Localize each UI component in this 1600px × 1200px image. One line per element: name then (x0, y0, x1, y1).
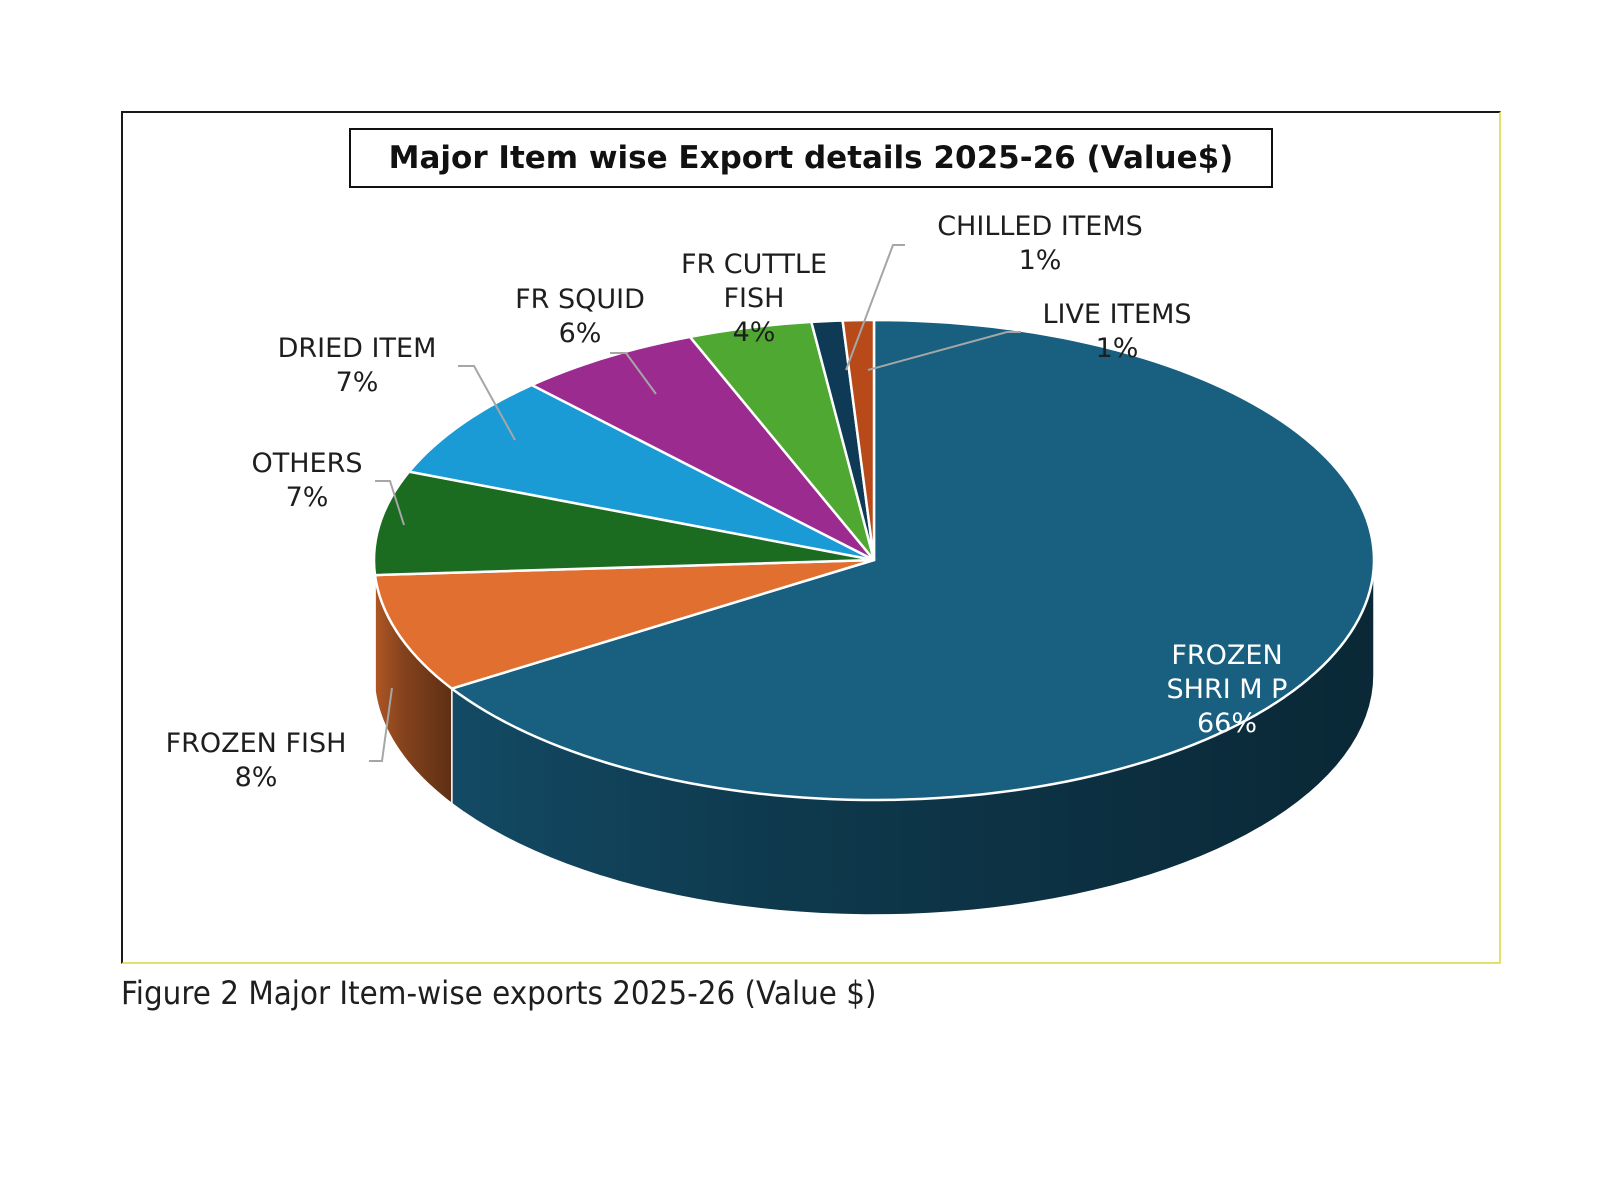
slice-frozen-fish (373, 558, 876, 690)
leader-line-others (375, 480, 405, 526)
slice-percent-label: 7% (286, 482, 329, 513)
slice-percent-label: 4% (733, 317, 776, 348)
leader-line-chilled-items (845, 244, 905, 371)
slice-name-label: FR SQUID (515, 284, 645, 315)
slice-live-items (841, 318, 876, 562)
slice-percent-label: 66% (1197, 708, 1257, 739)
slice-percent-label: 8% (235, 762, 278, 793)
slice-name-label: SHRI M P (1167, 674, 1288, 705)
slice-others (372, 470, 876, 577)
slice-fr-squid (530, 335, 876, 562)
slice-percent-label: 1% (1019, 245, 1062, 276)
slice-percent-label: 7% (336, 367, 379, 398)
slice-name-label: OTHERS (251, 448, 362, 479)
slice-frozen-shri-m-p (450, 318, 1376, 802)
chart-title: Major Item wise Export details 2025-26 (… (388, 140, 1234, 176)
slice-name-label: FR CUTTLE (681, 249, 827, 280)
pie-top-faces (372, 318, 1376, 802)
slice-percent-label: 6% (559, 318, 602, 349)
slice-name-label: FROZEN (1171, 640, 1282, 671)
leader-line-frozen-fish (369, 687, 393, 762)
slice-name-label: LIVE ITEMS (1042, 299, 1191, 330)
slice-name-label: FROZEN FISH (166, 728, 347, 759)
leader-line-fr-squid (610, 352, 657, 395)
slice-name-label: CHILLED ITEMS (937, 211, 1143, 242)
slice-name-label: FISH (724, 283, 785, 314)
slice-fr-cuttle-fish (688, 320, 876, 562)
leader-line-dried-item (458, 365, 516, 441)
figure-caption: Figure 2 Major Item-wise exports 2025-26… (121, 974, 877, 1012)
chart-title-box: Major Item wise Export details 2025-26 (… (349, 128, 1273, 188)
slice-dried-item (407, 383, 876, 562)
slice-name-label: DRIED ITEM (278, 333, 437, 364)
slice-percent-label: 1% (1096, 333, 1139, 364)
leader-line-live-items (867, 331, 1021, 371)
